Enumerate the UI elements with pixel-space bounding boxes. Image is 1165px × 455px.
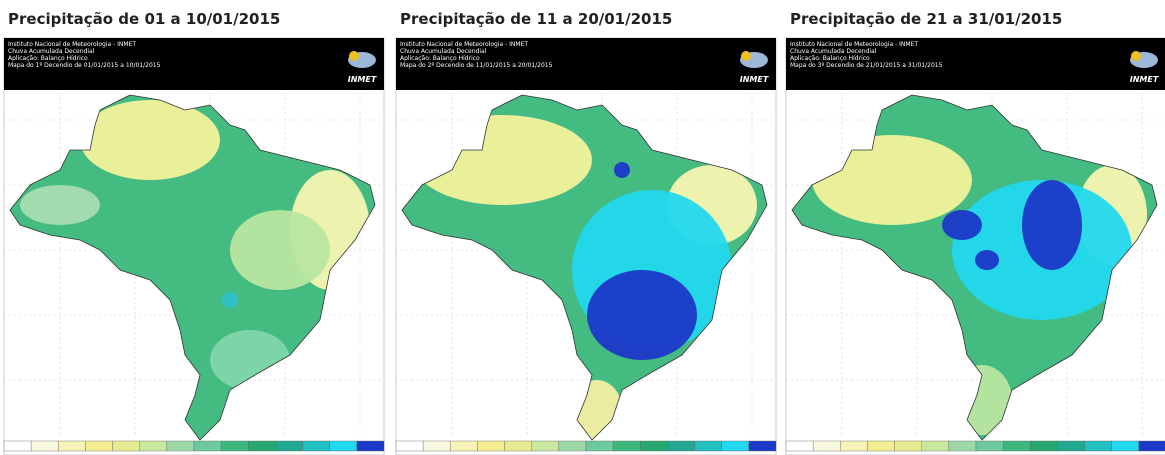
header-line: Instituto Nacional de Meteorologia - INM… <box>400 41 528 48</box>
precip-zone <box>230 210 330 290</box>
legend-swatch <box>976 441 1003 451</box>
precip-zone <box>80 100 220 180</box>
header-line: Mapa do 3º Decendio de 21/01/2015 a 31/0… <box>790 62 943 69</box>
legend-swatch <box>613 441 640 451</box>
header-line: Aplicação: Balanço Hídrico <box>8 55 88 62</box>
legend-swatch <box>505 441 532 451</box>
map-panel: Precipitação de 01 a 10/01/2015 Instituto… <box>0 10 385 455</box>
header-line: Chuva Acumulada Decendial <box>790 48 877 55</box>
header-line: Instituto Nacional de Meteorologia - INM… <box>790 41 918 48</box>
logo-text: INMET <box>740 75 769 84</box>
legend-swatch <box>194 441 221 451</box>
logo-sun <box>349 51 359 61</box>
legend-swatch <box>667 441 694 451</box>
map-panel: Precipitação de 11 a 20/01/2015 Instituto… <box>392 10 777 455</box>
panel-title: Precipitação de 21 a 31/01/2015 <box>790 10 1062 28</box>
legend-swatch <box>303 441 330 451</box>
legend-swatch <box>786 441 813 451</box>
header-line: Chuva Acumulada Decendial <box>400 48 487 55</box>
legend-swatch <box>4 441 31 451</box>
legend-swatch <box>1003 441 1030 451</box>
legend-swatch <box>423 441 450 451</box>
logo-sun <box>1131 51 1141 61</box>
panel-title: Precipitação de 11 a 20/01/2015 <box>400 10 672 28</box>
legend-swatch <box>695 441 722 451</box>
legend-swatch <box>1112 441 1139 451</box>
legend-swatch <box>813 441 840 451</box>
legend-swatch <box>722 441 749 451</box>
legend-swatch <box>586 441 613 451</box>
header-line: Chuva Acumulada Decendial <box>8 48 95 55</box>
legend-swatch <box>31 441 58 451</box>
precip-zone <box>614 162 630 178</box>
header-line: Mapa do 1º Decendio de 01/01/2015 a 10/0… <box>8 62 161 69</box>
legend-swatch <box>532 441 559 451</box>
panel-title: Precipitação de 01 a 10/01/2015 <box>8 10 280 28</box>
legend-swatch <box>1030 441 1057 451</box>
legend-swatch <box>640 441 667 451</box>
legend-swatch <box>949 441 976 451</box>
legend-swatch <box>559 441 586 451</box>
legend-swatch <box>867 441 894 451</box>
header-line: Mapa do 2º Decendio de 11/01/2015 a 20/0… <box>400 62 553 69</box>
legend-swatch <box>450 441 477 451</box>
legend-swatch <box>248 441 275 451</box>
logo-sun <box>741 51 751 61</box>
legend-swatch <box>840 441 867 451</box>
precip-zone <box>20 185 100 225</box>
precip-zone <box>1022 180 1082 270</box>
legend-swatch <box>922 441 949 451</box>
legend-swatch <box>1085 441 1112 451</box>
map-panel: Precipitação de 21 a 31/01/2015 Instituto… <box>782 10 1165 455</box>
legend-swatch <box>275 441 302 451</box>
precip-zone <box>942 210 982 240</box>
legend-swatch <box>749 441 776 451</box>
precip-zone <box>222 292 238 308</box>
legend-swatch <box>221 441 248 451</box>
legend-swatch <box>477 441 504 451</box>
page: Precipitação de 01 a 10/01/2015 Instituto… <box>0 0 1165 455</box>
legend-swatch <box>895 441 922 451</box>
legend-swatch <box>58 441 85 451</box>
legend-swatch <box>85 441 112 451</box>
legend-swatch <box>330 441 357 451</box>
legend-swatch <box>113 441 140 451</box>
legend-swatch <box>1057 441 1084 451</box>
header-line: Aplicação: Balanço Hídrico <box>790 55 870 62</box>
precip-zone <box>587 270 697 360</box>
precip-zone <box>975 250 999 270</box>
logo-text: INMET <box>1130 75 1159 84</box>
legend-swatch <box>357 441 384 451</box>
legend-swatch <box>140 441 167 451</box>
header-line: Instituto Nacional de Meteorologia - INM… <box>8 41 136 48</box>
header-line: Aplicação: Balanço Hídrico <box>400 55 480 62</box>
legend-swatch <box>167 441 194 451</box>
legend-swatch <box>396 441 423 451</box>
logo-text: INMET <box>348 75 377 84</box>
legend-swatch <box>1139 441 1165 451</box>
